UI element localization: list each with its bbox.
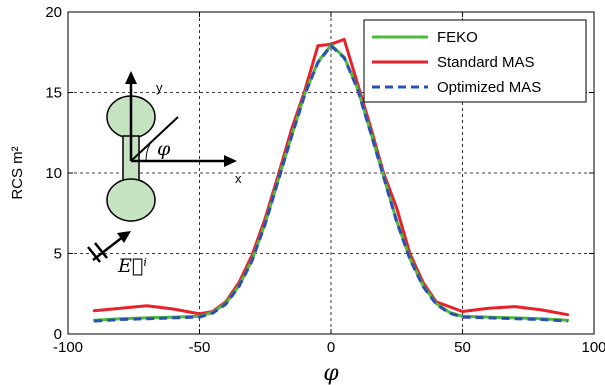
inset-phi-line [130,116,179,162]
x-tick-label: -100 [53,339,83,356]
axis-ticks [67,11,595,335]
y-tick-label: 0 [54,326,62,343]
y-tick-label: 15 [45,85,62,102]
legend-label: Optimized MAS [437,79,541,96]
y-tick-label: 5 [54,246,62,263]
inset-y-arrowhead [125,71,137,84]
y-axis-label: RCS m² [9,146,26,199]
legend-entries: FEKO Standard MAS Optimized MAS [372,29,541,96]
y-tick-labels: 0 5 10 15 20 [45,4,62,343]
inset-angle-label: φ [157,138,171,160]
series-optimized-mas [94,44,568,323]
legend: FEKO Standard MAS Optimized MAS [363,19,587,103]
x-tick-label: 100 [581,339,605,356]
incident-field-arrowhead [117,231,131,243]
legend-label: FEKO [437,29,478,46]
incident-field-tick-1 [87,246,101,263]
inset-x-arrowhead [224,155,237,167]
y-tick-label: 10 [45,165,62,182]
x-tick-label: 0 [327,339,335,356]
inset-y-label: y [156,80,163,95]
y-tick-label: 20 [45,4,62,21]
geometry-inset: y x φ E⃗ⁱ [87,71,242,277]
x-tick-label: -50 [189,339,211,356]
x-tick-labels: -100 -50 0 50 100 [53,339,605,356]
inset-angle-arc [145,143,151,162]
incident-field-tick-2 [94,242,108,259]
lower-sphere [106,178,156,222]
series-layer [92,37,570,323]
inset-x-label: x [235,171,242,186]
incident-field-line [92,235,125,261]
incident-field-label: E⃗ⁱ [117,255,147,277]
x-axis-label: φ [323,361,339,385]
x-tick-label: 50 [454,339,471,356]
legend-label: Standard MAS [437,54,535,71]
